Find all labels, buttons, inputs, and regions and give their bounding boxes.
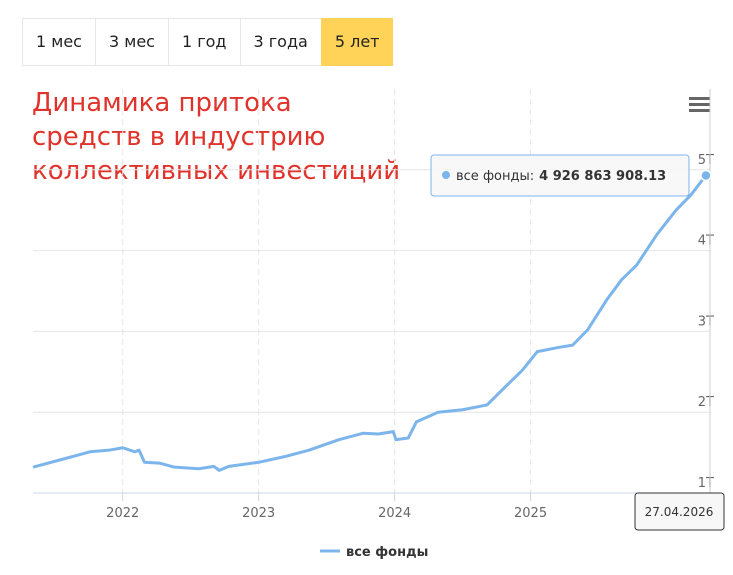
y-tick-label: 1T <box>698 476 714 491</box>
tooltip-value: 4 926 863 908.13 <box>539 169 666 184</box>
range-button[interactable]: 1 мес <box>22 18 96 66</box>
date-label-box <box>634 492 725 531</box>
range-button[interactable]: 5 лет <box>320 18 394 66</box>
tooltip-dot <box>442 171 450 179</box>
hover-point <box>700 169 712 182</box>
legend-label: все фонды <box>346 545 428 560</box>
chart-title: Динамика притока <box>32 88 292 118</box>
menu-icon[interactable] <box>689 97 710 112</box>
x-tick-label: 2023 <box>242 506 275 521</box>
chart-title: коллективных инвестиций <box>32 156 400 186</box>
series-line <box>32 174 708 472</box>
range-button[interactable]: 1 год <box>167 18 241 66</box>
tooltip-text: все фонды: 4 926 863 908.13 <box>456 169 666 184</box>
x-tick-label: 2022 <box>106 506 139 521</box>
y-tick-label: 3T <box>698 314 714 329</box>
chart-title: средств в индустрию <box>32 122 325 152</box>
tooltip-box <box>430 154 690 197</box>
range-button[interactable]: 3 года <box>239 18 322 66</box>
x-tick-label: 2024 <box>378 506 411 521</box>
tooltip-series: все фонды: <box>456 169 534 184</box>
range-button[interactable]: 3 мес <box>94 18 169 66</box>
date-label: 27.04.2026 <box>645 505 714 519</box>
x-tick-label: 2025 <box>514 506 547 521</box>
y-tick-label: 2T <box>698 395 714 410</box>
y-tick-label: 4T <box>698 234 714 249</box>
range-buttons: 1 мес 3 мес 1 год 3 года 5 лет <box>22 18 394 66</box>
y-tick-label: 5T <box>698 153 714 168</box>
